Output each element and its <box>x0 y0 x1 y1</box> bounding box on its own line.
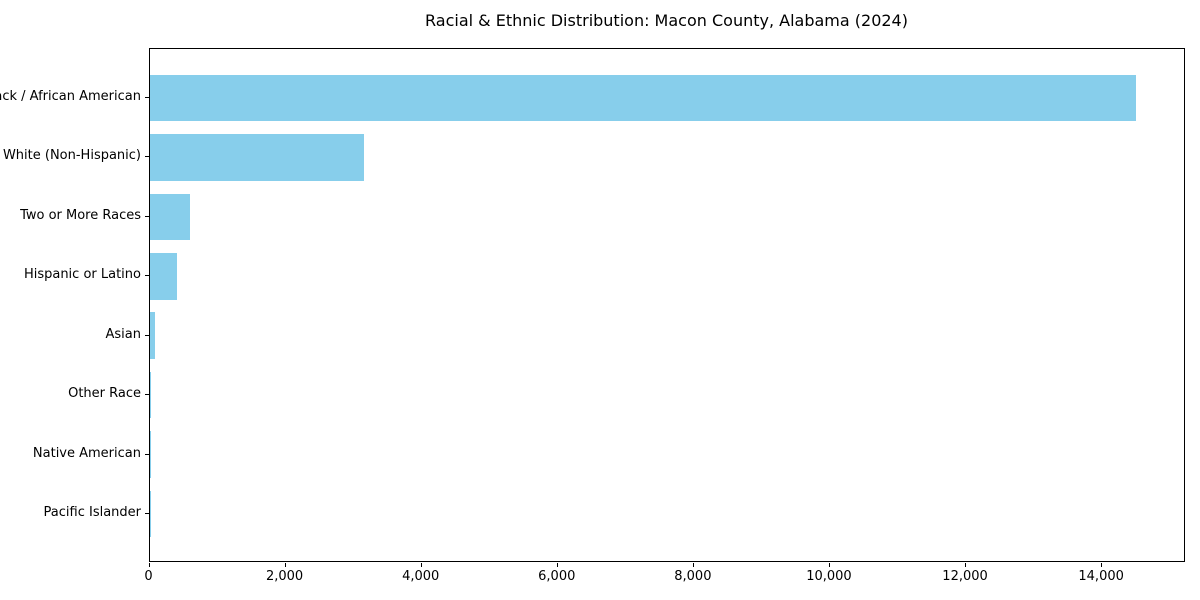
bar-white-non-hispanic <box>149 134 364 181</box>
ytick-mark <box>144 97 149 98</box>
bar-black-african-american <box>149 74 1137 122</box>
xtick-mark <box>692 563 694 567</box>
xtick-mark <box>284 563 286 567</box>
ytick-label: Two or More Races <box>20 207 141 223</box>
ytick-label: Native American <box>32 445 141 461</box>
xtick-label: 8,000 <box>674 569 712 584</box>
xtick-mark <box>148 563 150 567</box>
bar-hispanic-or-latino <box>149 253 177 300</box>
ytick-label: Black / African American <box>0 89 141 104</box>
xtick-mark <box>420 563 422 567</box>
ytick-label: Hispanic or Latino <box>23 267 141 283</box>
ytick-mark <box>144 156 149 158</box>
ytick-mark <box>144 275 149 277</box>
xtick-mark <box>828 563 830 567</box>
ytick-label: Other Race <box>68 386 141 402</box>
chart-title: Racial & Ethnic Distribution: Macon Coun… <box>425 11 908 30</box>
xtick-label: 6,000 <box>538 569 576 584</box>
ytick-mark <box>144 215 149 217</box>
bar-other-race <box>149 371 152 419</box>
xtick-label: 4,000 <box>402 569 440 584</box>
xtick-label: 14,000 <box>1078 569 1124 584</box>
bar-native-american <box>149 431 151 478</box>
xtick-mark <box>1101 563 1103 567</box>
bar-two-or-more-races <box>149 193 190 241</box>
xtick-label: 12,000 <box>942 569 988 584</box>
ytick-mark <box>144 513 149 514</box>
bar-asian <box>149 312 155 359</box>
xtick-mark <box>965 563 967 567</box>
ytick-label: Pacific Islander <box>43 505 141 520</box>
plot-area <box>148 48 1185 562</box>
xtick-label: 2,000 <box>265 569 304 584</box>
xtick-label: 10,000 <box>806 569 852 584</box>
xtick-mark <box>556 563 558 567</box>
ytick-mark <box>144 394 149 396</box>
ytick-mark <box>144 453 149 455</box>
xtick-label: 0 <box>144 569 153 584</box>
ytick-label: Asian <box>105 326 141 342</box>
ytick-mark <box>144 334 149 336</box>
ytick-label: White (Non-Hispanic) <box>2 148 141 164</box>
